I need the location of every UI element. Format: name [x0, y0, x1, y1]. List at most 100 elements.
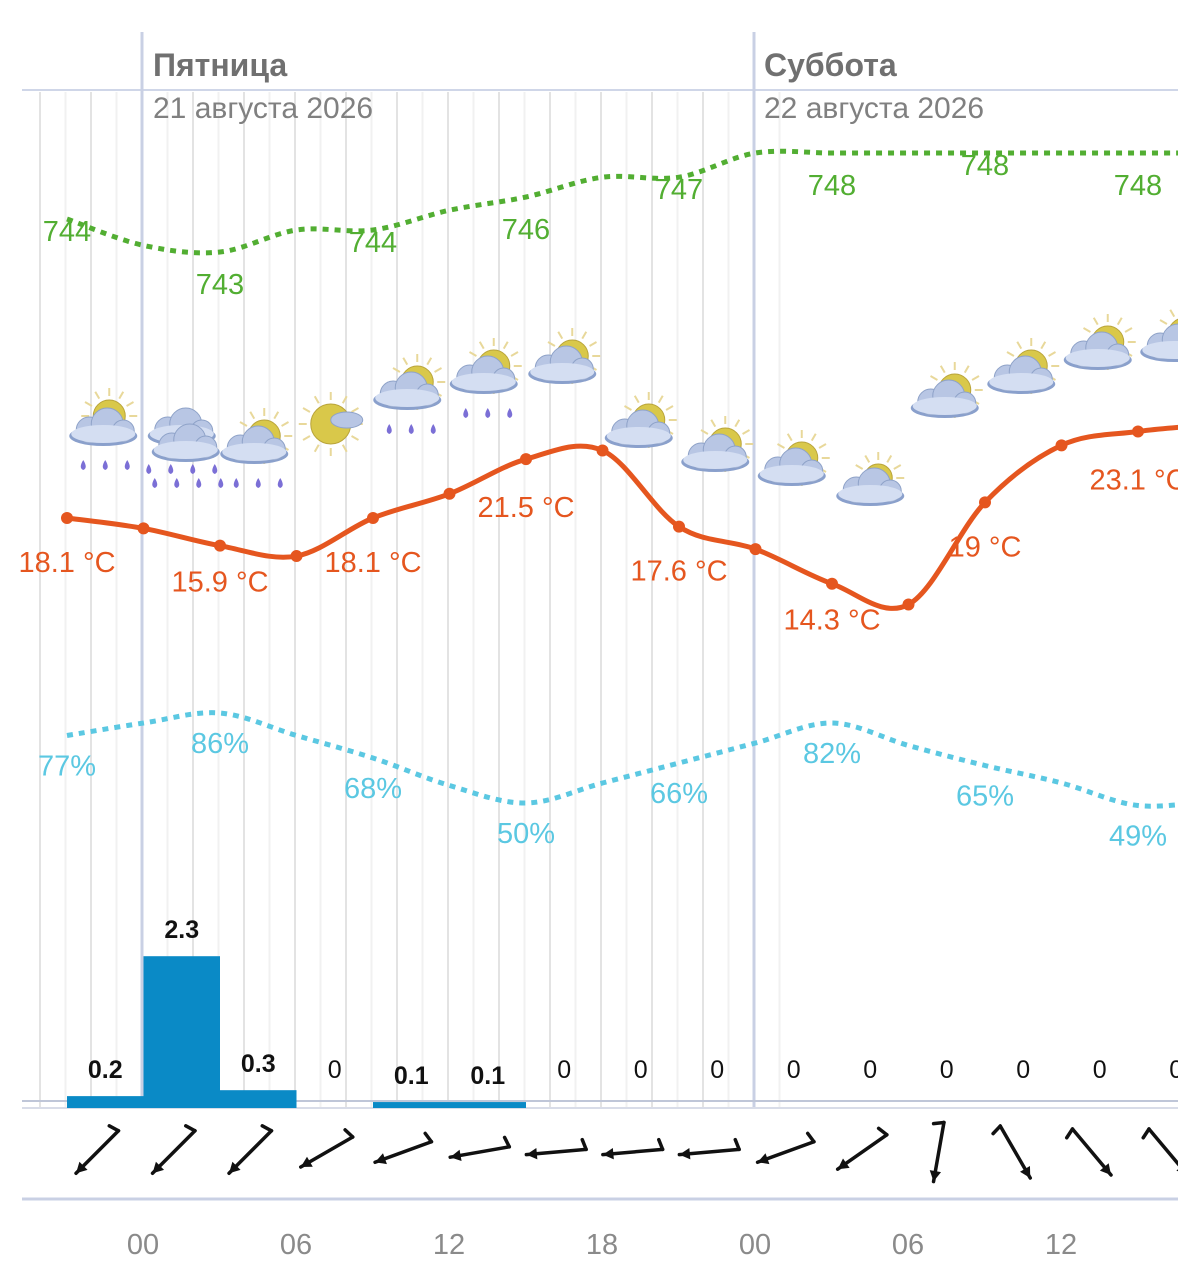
wind-arrows	[74, 1120, 1178, 1184]
sun-cloud-icon	[298, 392, 364, 456]
wind-arrow	[227, 1124, 274, 1175]
sun-ray	[84, 401, 93, 407]
rain-drop	[80, 460, 86, 470]
wind-arrow	[929, 1120, 946, 1184]
temperature-point	[290, 550, 303, 563]
x-tick-label: 00	[739, 1229, 771, 1261]
sun-ray	[302, 407, 311, 413]
temperature-point	[826, 577, 838, 590]
sun-ray	[341, 395, 348, 404]
sun-ray	[281, 421, 289, 427]
precipitation-bar	[67, 1096, 144, 1108]
temperature-label: 19 °C	[949, 531, 1022, 563]
sun-ray	[581, 331, 588, 340]
wind-head	[375, 1153, 387, 1165]
sun-ray	[1124, 327, 1133, 333]
precipitation-bar	[373, 1102, 450, 1108]
sun-ray	[557, 331, 564, 340]
sun-ray	[1016, 341, 1023, 350]
rain-drop	[386, 424, 392, 434]
sun-ray	[118, 391, 125, 400]
sun-ray	[547, 341, 556, 347]
precipitation-label: 0.2	[88, 1056, 123, 1084]
sun-ray	[402, 357, 409, 366]
wind-barb	[805, 1131, 816, 1144]
temperature-point	[749, 543, 762, 556]
humidity-label: 82%	[803, 738, 861, 770]
rain-drop	[124, 460, 130, 470]
temperature-label: 18.1 °C	[18, 547, 115, 579]
precipitation-label: 0	[1016, 1056, 1030, 1084]
precipitation-label: 0	[940, 1056, 954, 1084]
sun-ray	[510, 351, 519, 357]
x-tick-label: 12	[433, 1229, 465, 1261]
wind-arrow	[1141, 1127, 1178, 1172]
sun-ray	[700, 429, 709, 435]
wind-arrow	[299, 1128, 355, 1169]
day-date: 21 августа 2026	[153, 92, 373, 125]
pressure-label: 744	[43, 216, 91, 248]
sun-ray	[239, 421, 248, 427]
sun-ray	[864, 454, 871, 463]
rain-drop	[146, 464, 152, 474]
temperature-label: 14.3 °C	[783, 605, 880, 637]
rain-drop	[152, 478, 158, 488]
cloud-base	[222, 443, 287, 461]
cloud-base	[838, 485, 903, 503]
wind-head	[679, 1147, 691, 1160]
precipitation-label: 0	[863, 1056, 877, 1084]
wind-arrow	[677, 1137, 741, 1160]
sun-ray	[249, 411, 256, 420]
partly-cloudy-icon	[910, 362, 983, 418]
cloud-rain-icon	[69, 388, 138, 470]
sun-ray	[1006, 351, 1015, 357]
temperature-line	[66, 424, 1178, 611]
wind-barb	[1141, 1127, 1151, 1140]
sun-ray	[392, 367, 401, 373]
sun-ray	[624, 405, 632, 411]
rain-drop	[485, 408, 491, 418]
wind-head	[152, 1161, 165, 1174]
precipitation-label: 0.1	[394, 1062, 429, 1090]
rain-drop	[463, 408, 469, 418]
precipitation-series: 0.2 2.3 0.3 0 0.1 0.1 0 0 0 0 0 0 0 0 0	[67, 916, 1178, 1108]
day-name: Пятница	[153, 47, 287, 83]
wind-barb	[184, 1124, 197, 1133]
sun-ray	[810, 433, 817, 442]
sun-ray	[351, 407, 359, 413]
pressure-label: 748	[1114, 170, 1162, 202]
sun-ray	[710, 419, 717, 428]
pressure-label: 747	[655, 174, 703, 206]
day-header-friday: Пятница 21 августа 2026	[153, 47, 373, 125]
wind-barb	[1064, 1127, 1075, 1140]
humidity-label: 49%	[1109, 821, 1167, 853]
wind-barb	[260, 1124, 274, 1133]
precipitation-label: 0	[1093, 1056, 1107, 1084]
pressure-label: 743	[196, 269, 244, 301]
sun-ray	[734, 419, 741, 428]
x-tick-label: 06	[280, 1229, 312, 1261]
x-tick-label: 00	[127, 1229, 159, 1261]
wind-barb	[733, 1137, 741, 1152]
sun-ray	[313, 444, 320, 453]
rain-drop	[190, 464, 196, 474]
precipitation-label: 2.3	[164, 916, 199, 944]
wind-barb	[502, 1135, 512, 1149]
precipitation-label: 0	[787, 1056, 801, 1084]
rain-drop	[218, 478, 224, 488]
wind-arrow	[448, 1135, 512, 1162]
sun-ray	[963, 365, 970, 374]
wind-head	[1020, 1165, 1031, 1178]
x-tick-label: 12	[1045, 1229, 1077, 1261]
wind-arrow	[150, 1124, 197, 1175]
x-tick-label: 06	[892, 1229, 924, 1261]
grid-lines	[22, 32, 1178, 1201]
sun-ray	[1040, 341, 1047, 350]
wind-arrow	[74, 1124, 121, 1175]
cloud-base	[759, 465, 824, 483]
partly-cloudy-icon	[757, 430, 830, 486]
wind-arrow	[835, 1126, 889, 1171]
rain-drop	[408, 424, 414, 434]
cloud-base	[375, 389, 440, 407]
wind-head	[929, 1170, 942, 1182]
